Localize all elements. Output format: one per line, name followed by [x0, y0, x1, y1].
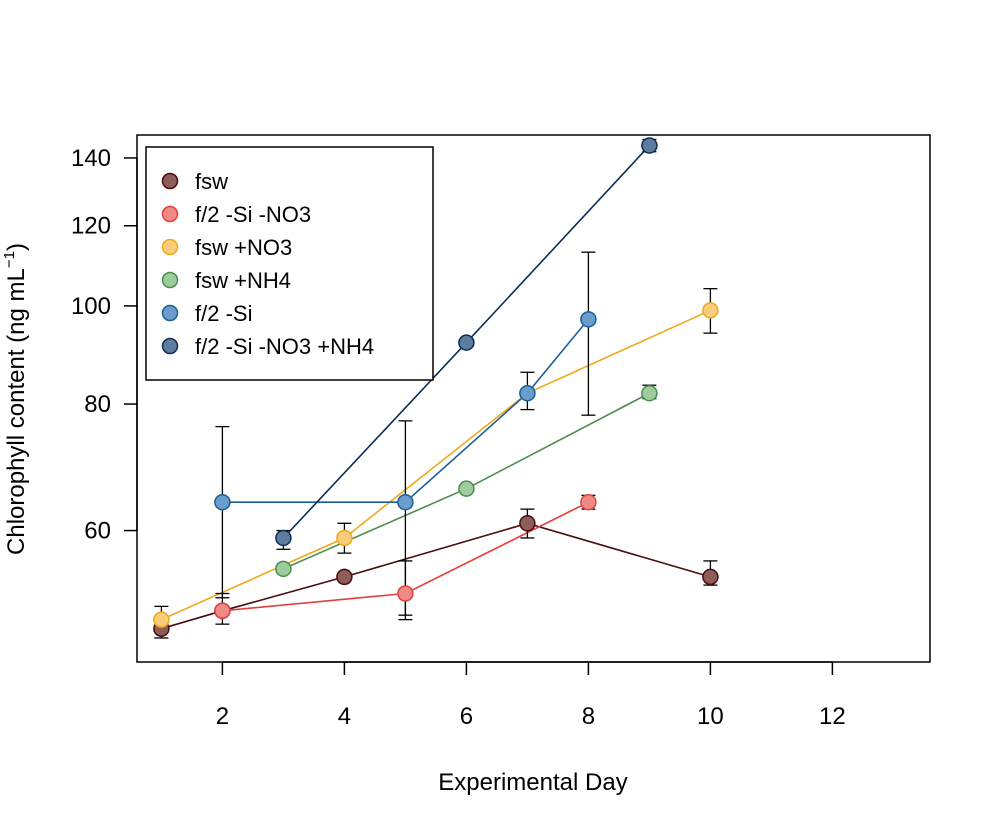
- data-point: [702, 302, 719, 319]
- y-axis-label: Chlorophyll content (ng mL−1): [1, 243, 30, 555]
- legend-label: f/2 -Si -NO3: [195, 202, 311, 227]
- x-axis: 2 4 6 8 10 12: [216, 661, 846, 730]
- x-tick-label: 2: [216, 703, 229, 730]
- y-axis-label-main: Chlorophyll content (ng mL: [3, 268, 30, 555]
- data-point: [641, 137, 658, 154]
- y-axis-label-exponent: −1: [1, 251, 18, 268]
- legend-marker: [161, 205, 179, 223]
- data-point: [336, 568, 353, 586]
- data-point: [214, 602, 231, 620]
- y-tick-label: 100: [71, 293, 111, 320]
- data-point: [641, 384, 658, 402]
- x-tick-label: 10: [697, 703, 724, 730]
- legend-label: f/2 -Si: [195, 301, 252, 326]
- data-point: [336, 529, 353, 547]
- data-point: [458, 480, 475, 497]
- plot-marks: [153, 137, 719, 639]
- legend-marker: [161, 238, 179, 256]
- data-point: [275, 560, 292, 578]
- data-point: [580, 311, 597, 328]
- legend-marker: [161, 337, 179, 355]
- x-tick-label: 4: [338, 703, 351, 730]
- x-axis-label: Experimental Day: [438, 769, 627, 796]
- data-point: [153, 611, 170, 628]
- data-point: [702, 568, 719, 586]
- series-line: [222, 318, 590, 504]
- y-tick-label: 140: [71, 145, 111, 172]
- legend-label: fsw: [195, 169, 228, 194]
- y-tick-label: 120: [71, 213, 111, 240]
- x-tick-label: 6: [460, 703, 473, 730]
- y-tick-label: 60: [84, 518, 111, 545]
- y-tick-label: 80: [84, 391, 111, 418]
- legend-marker: [161, 304, 179, 322]
- y-axis-label-close: ): [3, 243, 30, 251]
- series-line: [161, 309, 711, 621]
- data-point: [580, 493, 597, 511]
- legend-marker: [161, 271, 179, 289]
- data-point: [397, 493, 414, 511]
- data-point: [397, 585, 414, 602]
- legend-label: fsw +NH4: [195, 268, 291, 293]
- x-tick-label: 12: [819, 703, 846, 730]
- legend-label: fsw +NO3: [195, 235, 292, 260]
- data-point: [458, 334, 475, 351]
- legend: fsw f/2 -Si -NO3 fsw +NO3 fsw +NH4 f/2 -Si f/…: [145, 146, 434, 381]
- x-tick-label: 8: [582, 703, 595, 730]
- y-axis: 60 80 100 120 140: [71, 145, 138, 545]
- data-point: [519, 515, 536, 532]
- data-point: [214, 493, 231, 511]
- data-point: [519, 384, 536, 402]
- data-point: [275, 529, 292, 547]
- legend-marker: [161, 172, 179, 190]
- series-line: [161, 522, 711, 630]
- legend-box: [145, 146, 434, 381]
- legend-label: f/2 -Si -NO3 +NH4: [195, 334, 374, 359]
